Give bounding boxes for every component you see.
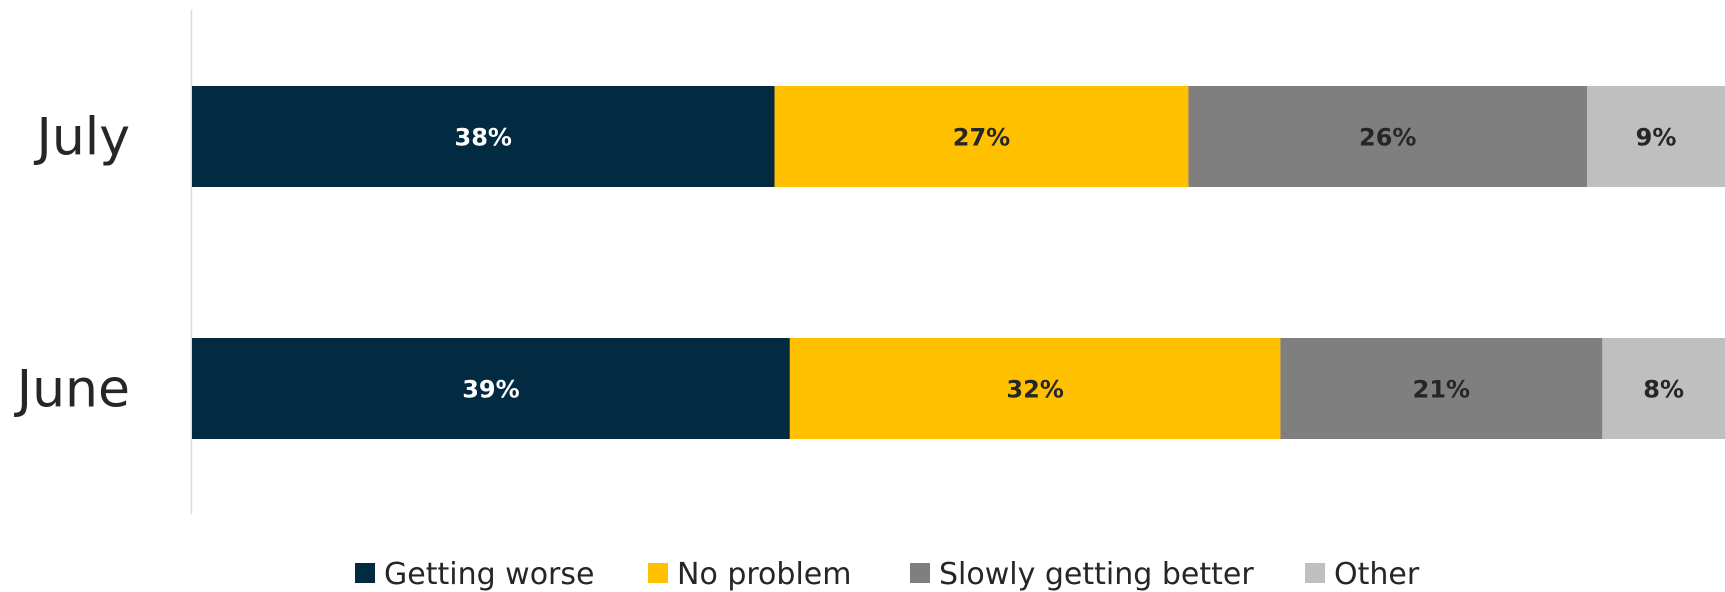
legend-label-other: Other bbox=[1334, 557, 1420, 592]
legend-label-no-problem: No problem bbox=[677, 557, 851, 592]
bar-segments bbox=[192, 86, 1725, 439]
data-label-june-other: 8% bbox=[1643, 376, 1684, 404]
legend-swatch-other bbox=[1305, 563, 1325, 583]
data-labels: 38% 27% 26% 9% 39% 32% 21% 8% bbox=[455, 124, 1685, 404]
data-label-june-no-problem: 32% bbox=[1006, 376, 1063, 404]
data-label-july-no-problem: 27% bbox=[953, 124, 1010, 152]
data-label-june-slowly-getting-better: 21% bbox=[1413, 376, 1470, 404]
bar-july-slowly-getting-better bbox=[1188, 86, 1588, 187]
data-label-june-getting-worse: 39% bbox=[462, 376, 519, 404]
data-label-july-slowly-getting-better: 26% bbox=[1359, 124, 1416, 152]
legend: Getting worse No problem Slowly getting be… bbox=[355, 557, 1420, 592]
legend-label-getting-worse: Getting worse bbox=[384, 557, 594, 592]
category-label-july: July bbox=[33, 108, 130, 168]
category-label-june: June bbox=[14, 360, 130, 420]
data-label-july-other: 9% bbox=[1636, 124, 1677, 152]
bar-june-other bbox=[1602, 338, 1725, 439]
bar-july-no-problem bbox=[774, 86, 1189, 187]
legend-label-slowly-getting-better: Slowly getting better bbox=[939, 557, 1254, 592]
bar-july-getting-worse bbox=[192, 86, 775, 187]
category-axis-labels: July June bbox=[14, 108, 130, 420]
bar-july-other bbox=[1587, 86, 1725, 187]
legend-swatch-no-problem bbox=[648, 563, 668, 583]
legend-swatch-getting-worse bbox=[355, 563, 375, 583]
bar-june-slowly-getting-better bbox=[1280, 338, 1603, 439]
bar-june-no-problem bbox=[789, 338, 1281, 439]
legend-swatch-slowly-getting-better bbox=[910, 563, 930, 583]
bar-june-getting-worse bbox=[192, 338, 790, 439]
data-label-july-getting-worse: 38% bbox=[455, 124, 512, 152]
